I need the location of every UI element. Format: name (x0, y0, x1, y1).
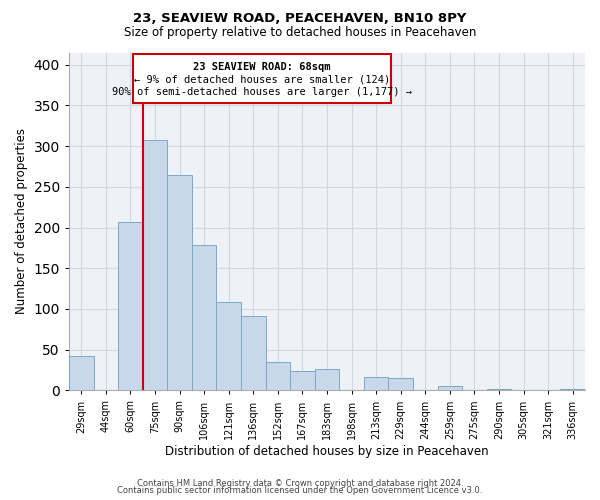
Text: 23, SEAVIEW ROAD, PEACEHAVEN, BN10 8PY: 23, SEAVIEW ROAD, PEACEHAVEN, BN10 8PY (133, 12, 467, 26)
Bar (388, 378, 413, 390)
Bar (290, 371, 314, 390)
Y-axis label: Number of detached properties: Number of detached properties (15, 128, 28, 314)
Bar (167, 174, 192, 390)
Text: Size of property relative to detached houses in Peacehaven: Size of property relative to detached ho… (124, 26, 476, 39)
Text: 90% of semi-detached houses are larger (1,177) →: 90% of semi-detached houses are larger (… (112, 86, 412, 97)
Bar (217, 302, 241, 390)
Bar (560, 389, 585, 390)
FancyBboxPatch shape (133, 54, 391, 103)
Bar (266, 362, 290, 390)
Bar (143, 140, 167, 390)
Bar (314, 369, 339, 390)
Text: Contains HM Land Registry data © Crown copyright and database right 2024.: Contains HM Land Registry data © Crown c… (137, 478, 463, 488)
Text: 23 SEAVIEW ROAD: 68sqm: 23 SEAVIEW ROAD: 68sqm (193, 62, 331, 72)
Bar (118, 222, 143, 390)
Bar (192, 246, 217, 390)
Bar (69, 356, 94, 390)
Bar (487, 389, 511, 390)
Bar (437, 386, 462, 390)
Bar (364, 378, 388, 390)
Bar (241, 316, 266, 390)
X-axis label: Distribution of detached houses by size in Peacehaven: Distribution of detached houses by size … (165, 444, 489, 458)
Text: ← 9% of detached houses are smaller (124): ← 9% of detached houses are smaller (124… (134, 74, 390, 85)
Text: Contains public sector information licensed under the Open Government Licence v3: Contains public sector information licen… (118, 486, 482, 495)
